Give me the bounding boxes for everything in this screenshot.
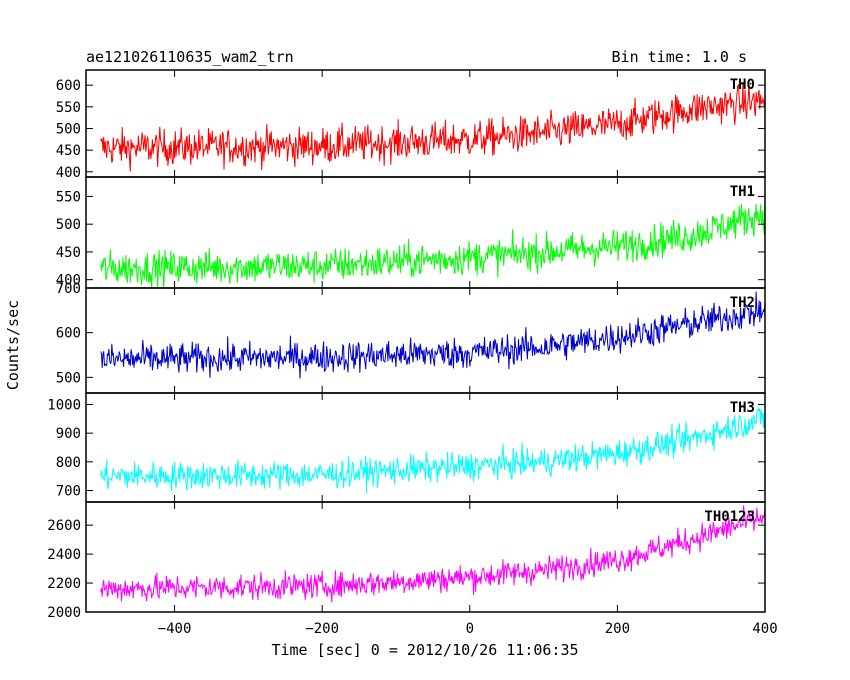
y-tick-label: 2400 [47,547,81,563]
x-tick-label: 400 [752,621,777,637]
y-tick-label: 400 [56,165,81,181]
x-axis-label: Time [sec] 0 = 2012/10/26 11:06:35 [271,641,578,659]
y-tick-label: 700 [56,484,81,500]
y-tick-label: 700 [56,281,81,297]
y-tick-label: 500 [56,121,81,137]
x-tick-label: −200 [305,621,339,637]
y-tick-label: 2600 [47,518,81,534]
y-tick-label: 2000 [47,605,81,621]
panel-frame-th0123 [85,501,766,613]
y-tick-label: 1000 [47,397,81,413]
series-line-th2 [100,291,765,379]
y-tick-label: 900 [56,426,81,442]
panel-label-th3: TH3 [730,400,755,416]
panel-label-th1: TH1 [730,184,755,200]
panel-label-th2: TH2 [730,295,755,311]
y-tick-label: 500 [56,217,81,233]
panel-frame-th0 [85,69,766,178]
y-tick-label: 400 [56,273,81,289]
x-tick-label: 0 [466,621,474,637]
bin-time-label: Bin time: 1.0 s [612,48,747,66]
panel-label-th0: TH0 [730,77,755,93]
series-line-th1 [100,198,765,288]
series-line-th0123 [100,505,765,603]
y-tick-label: 800 [56,455,81,471]
panel-frame-th2 [85,287,766,394]
x-tick-label: −400 [158,621,192,637]
x-tick-label: 200 [605,621,630,637]
y-tick-label: 2200 [47,576,81,592]
y-axis-label: Counts/sec [4,300,22,390]
y-tick-label: 550 [56,189,81,205]
series-line-th3 [100,407,765,494]
y-tick-label: 450 [56,143,81,159]
series-line-th0 [100,82,765,172]
y-tick-label: 450 [56,245,81,261]
y-tick-label: 600 [56,326,81,342]
panels: 400 450 500 550 600 TH0 400 450 500 550 TH1 500 600 7… [47,69,778,637]
y-tick-label: 600 [56,78,81,94]
panel-label-th0123: TH0123 [704,509,755,525]
y-tick-label: 500 [56,370,81,386]
y-tick-label: 550 [56,100,81,116]
chart-title: ae121026110635_wam2_trn [86,48,294,66]
